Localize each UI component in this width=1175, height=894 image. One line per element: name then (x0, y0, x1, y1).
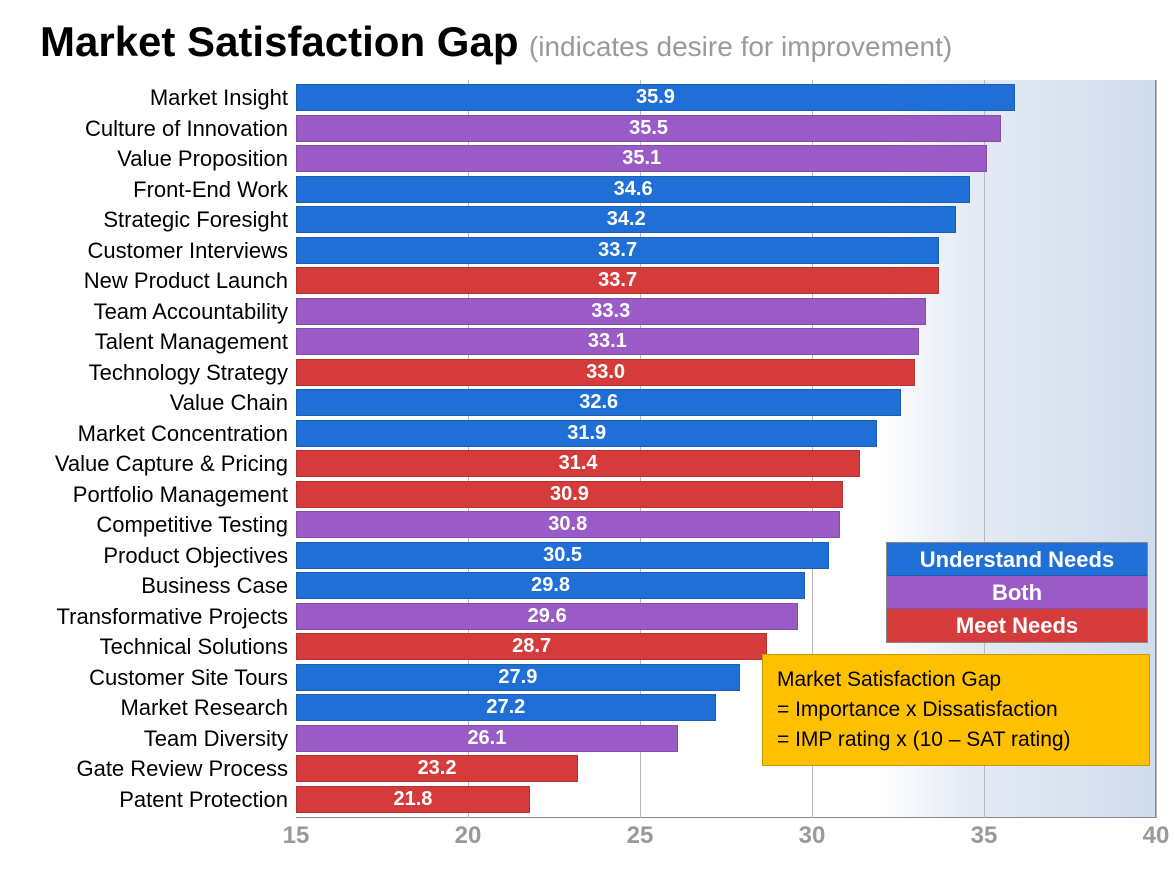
bar-value: 33.3 (296, 298, 926, 325)
bar-label: Value Proposition (0, 145, 288, 172)
bar-label: Customer Interviews (0, 237, 288, 264)
bar-value: 27.9 (296, 664, 740, 691)
bar-label: Technical Solutions (0, 633, 288, 660)
bar-label: Culture of Innovation (0, 115, 288, 142)
bar-row: Strategic Foresight 34.2 (0, 206, 1175, 233)
bar-value: 31.4 (296, 450, 860, 477)
bar-value: 33.7 (296, 237, 939, 264)
bar-value: 35.1 (296, 145, 987, 172)
bar-label: Strategic Foresight (0, 206, 288, 233)
bar-row: Technology Strategy 33.0 (0, 359, 1175, 386)
x-axis-tick: 30 (799, 822, 826, 850)
bar-value: 33.1 (296, 328, 919, 355)
bar-label: Patent Protection (0, 786, 288, 813)
bar-value: 30.9 (296, 481, 843, 508)
bar-label: Front-End Work (0, 176, 288, 203)
bar-label: Market Research (0, 694, 288, 721)
bar-value: 26.1 (296, 725, 678, 752)
bar-row: Talent Management 33.1 (0, 328, 1175, 355)
bar-row: Competitive Testing 30.8 (0, 511, 1175, 538)
bar-label: Portfolio Management (0, 481, 288, 508)
bar-value: 34.6 (296, 176, 970, 203)
bar-value: 29.6 (296, 603, 798, 630)
bar-label: Team Accountability (0, 298, 288, 325)
formula-line: = Importance x Dissatisfaction (777, 695, 1135, 725)
bar-value: 28.7 (296, 633, 767, 660)
bar-value: 23.2 (296, 755, 578, 782)
bar-row: Value Proposition 35.1 (0, 145, 1175, 172)
formula-line: = IMP rating x (10 – SAT rating) (777, 725, 1135, 755)
bar-label: Product Objectives (0, 542, 288, 569)
bar-value: 35.9 (296, 84, 1015, 111)
x-axis-tick: 20 (455, 822, 482, 850)
chart-title: Market Satisfaction Gap (40, 18, 518, 65)
bar-label: Business Case (0, 572, 288, 599)
x-axis-tick: 35 (971, 822, 998, 850)
bar-label: Technology Strategy (0, 359, 288, 386)
bar-value: 29.8 (296, 572, 805, 599)
bar-value: 21.8 (296, 786, 530, 813)
bar-value: 30.5 (296, 542, 829, 569)
bar-label: Value Capture & Pricing (0, 450, 288, 477)
legend-item: Both (887, 576, 1147, 609)
legend: Understand NeedsBothMeet Needs (886, 542, 1148, 643)
bar-row: Customer Interviews 33.7 (0, 237, 1175, 264)
chart-area: Market Insight 35.9 Culture of Innovation 3… (0, 80, 1175, 860)
x-axis-tick: 40 (1143, 822, 1170, 850)
bar-label: Market Insight (0, 84, 288, 111)
bar-row: Market Insight 35.9 (0, 84, 1175, 111)
bar-label: Transformative Projects (0, 603, 288, 630)
bar-value: 33.0 (296, 359, 915, 386)
bar-value: 30.8 (296, 511, 840, 538)
bar-row: Team Accountability 33.3 (0, 298, 1175, 325)
bar-label: Gate Review Process (0, 755, 288, 782)
bar-value: 33.7 (296, 267, 939, 294)
bar-row: Value Capture & Pricing 31.4 (0, 450, 1175, 477)
bar-label: Customer Site Tours (0, 664, 288, 691)
x-axis-tick: 15 (283, 822, 310, 850)
bar-label: Competitive Testing (0, 511, 288, 538)
bar-value: 32.6 (296, 389, 901, 416)
chart-title-row: Market Satisfaction Gap (indicates desir… (40, 18, 952, 66)
bar-row: Value Chain 32.6 (0, 389, 1175, 416)
bar-value: 35.5 (296, 115, 1001, 142)
legend-item: Meet Needs (887, 609, 1147, 642)
bar-row: Front-End Work 34.6 (0, 176, 1175, 203)
bar-label: Talent Management (0, 328, 288, 355)
x-axis-tick: 25 (627, 822, 654, 850)
bar-label: Market Concentration (0, 420, 288, 447)
bar-value: 31.9 (296, 420, 877, 447)
bar-label: Team Diversity (0, 725, 288, 752)
bar-value: 34.2 (296, 206, 956, 233)
bar-row: Portfolio Management 30.9 (0, 481, 1175, 508)
formula-box: Market Satisfaction Gap= Importance x Di… (762, 654, 1150, 766)
bar-row: Patent Protection 21.8 (0, 786, 1175, 813)
bar-label: New Product Launch (0, 267, 288, 294)
bar-value: 27.2 (296, 694, 716, 721)
legend-item: Understand Needs (887, 543, 1147, 576)
chart-subtitle: (indicates desire for improvement) (529, 31, 952, 62)
bar-label: Value Chain (0, 389, 288, 416)
bar-row: Market Concentration 31.9 (0, 420, 1175, 447)
bar-row: New Product Launch 33.7 (0, 267, 1175, 294)
bar-row: Culture of Innovation 35.5 (0, 115, 1175, 142)
formula-line: Market Satisfaction Gap (777, 665, 1135, 695)
